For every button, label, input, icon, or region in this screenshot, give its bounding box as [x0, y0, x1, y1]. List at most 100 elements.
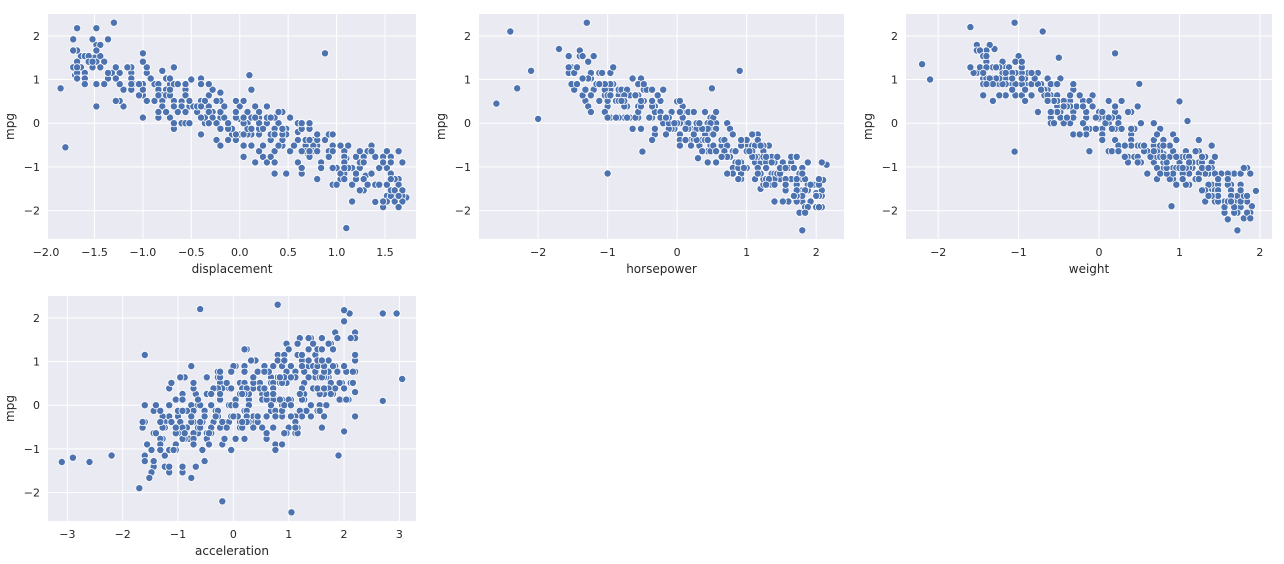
data-point	[1079, 119, 1088, 128]
data-point	[739, 163, 748, 172]
data-point	[734, 158, 743, 167]
data-point	[398, 158, 407, 167]
data-point	[107, 451, 116, 460]
data-point	[278, 124, 287, 133]
data-point	[584, 57, 593, 66]
data-point	[603, 169, 612, 178]
data-point	[238, 417, 247, 426]
data-point	[675, 96, 684, 105]
data-point	[333, 367, 342, 376]
data-point	[326, 389, 335, 398]
x-tick-label: 1.0	[328, 246, 346, 259]
data-point	[789, 163, 798, 172]
data-point	[135, 484, 144, 493]
data-point	[723, 169, 732, 178]
data-point	[293, 135, 302, 144]
gridlines	[48, 296, 416, 521]
data-point	[196, 102, 205, 111]
data-point	[1111, 102, 1120, 111]
data-point	[88, 57, 97, 66]
y-tick-label: −1	[455, 161, 471, 174]
data-point	[249, 373, 258, 382]
data-point	[208, 85, 217, 94]
data-point	[204, 429, 213, 438]
data-point	[61, 143, 70, 152]
data-point	[239, 141, 248, 150]
y-tick-label: −1	[24, 161, 40, 174]
y-tick-labels: −2 −1 0 1 2	[455, 30, 471, 218]
data-point	[1214, 175, 1223, 184]
x-tick-label: 1	[285, 528, 292, 541]
data-point	[286, 412, 295, 421]
data-point	[80, 80, 89, 89]
data-point	[200, 96, 209, 105]
data-point	[1066, 91, 1075, 100]
data-point	[564, 63, 573, 72]
data-point	[581, 85, 590, 94]
data-point	[235, 102, 244, 111]
data-point	[334, 451, 343, 460]
y-tick-label: 1	[891, 74, 898, 87]
data-point	[815, 175, 824, 184]
data-point	[792, 152, 801, 161]
y-tick-labels: −2 −1 0 1 2	[882, 30, 898, 218]
x-tick-label: 0	[674, 246, 681, 259]
data-point	[1153, 130, 1162, 139]
data-point	[1167, 202, 1176, 211]
data-point	[1185, 158, 1194, 167]
data-point	[177, 102, 186, 111]
data-point	[271, 412, 280, 421]
data-point	[306, 401, 315, 410]
data-point	[140, 457, 149, 466]
data-point	[266, 152, 275, 161]
data-point	[297, 362, 306, 371]
x-tick-label: −2.0	[33, 246, 60, 259]
data-point	[359, 158, 368, 167]
data-point	[224, 119, 233, 128]
data-point	[639, 80, 648, 89]
data-point	[269, 423, 278, 432]
data-point	[169, 63, 178, 72]
data-point	[995, 91, 1004, 100]
data-point	[204, 108, 213, 117]
data-point	[1062, 113, 1071, 122]
data-point	[181, 80, 190, 89]
data-point	[344, 141, 353, 150]
data-point	[767, 158, 776, 167]
data-point	[675, 108, 684, 117]
x-tick-label: −1.0	[130, 246, 157, 259]
data-point	[160, 451, 169, 460]
data-point	[648, 135, 657, 144]
data-point	[1204, 163, 1213, 172]
data-point	[735, 66, 744, 75]
data-point	[926, 75, 935, 84]
data-point	[138, 417, 147, 426]
data-point	[275, 395, 284, 404]
data-point	[222, 378, 231, 387]
data-point	[1246, 214, 1255, 223]
data-point	[1120, 141, 1129, 150]
data-point	[340, 175, 349, 184]
data-point	[169, 119, 178, 128]
data-point	[1098, 108, 1107, 117]
data-point	[92, 46, 101, 55]
y-tick-label: −2	[882, 205, 898, 218]
data-point	[154, 108, 163, 117]
data-point	[270, 169, 279, 178]
data-point	[1091, 124, 1100, 133]
data-point	[247, 85, 256, 94]
data-point	[240, 367, 249, 376]
data-point	[96, 63, 105, 72]
x-tick-label: 3	[396, 528, 403, 541]
data-point	[815, 203, 824, 212]
data-point	[266, 401, 275, 410]
data-point	[709, 130, 718, 139]
data-point	[694, 154, 703, 163]
data-point	[717, 152, 726, 161]
data-point	[492, 99, 501, 108]
data-point	[707, 84, 716, 93]
data-point	[274, 141, 283, 150]
data-point	[68, 453, 77, 462]
data-point	[798, 226, 807, 235]
data-point	[92, 24, 101, 33]
